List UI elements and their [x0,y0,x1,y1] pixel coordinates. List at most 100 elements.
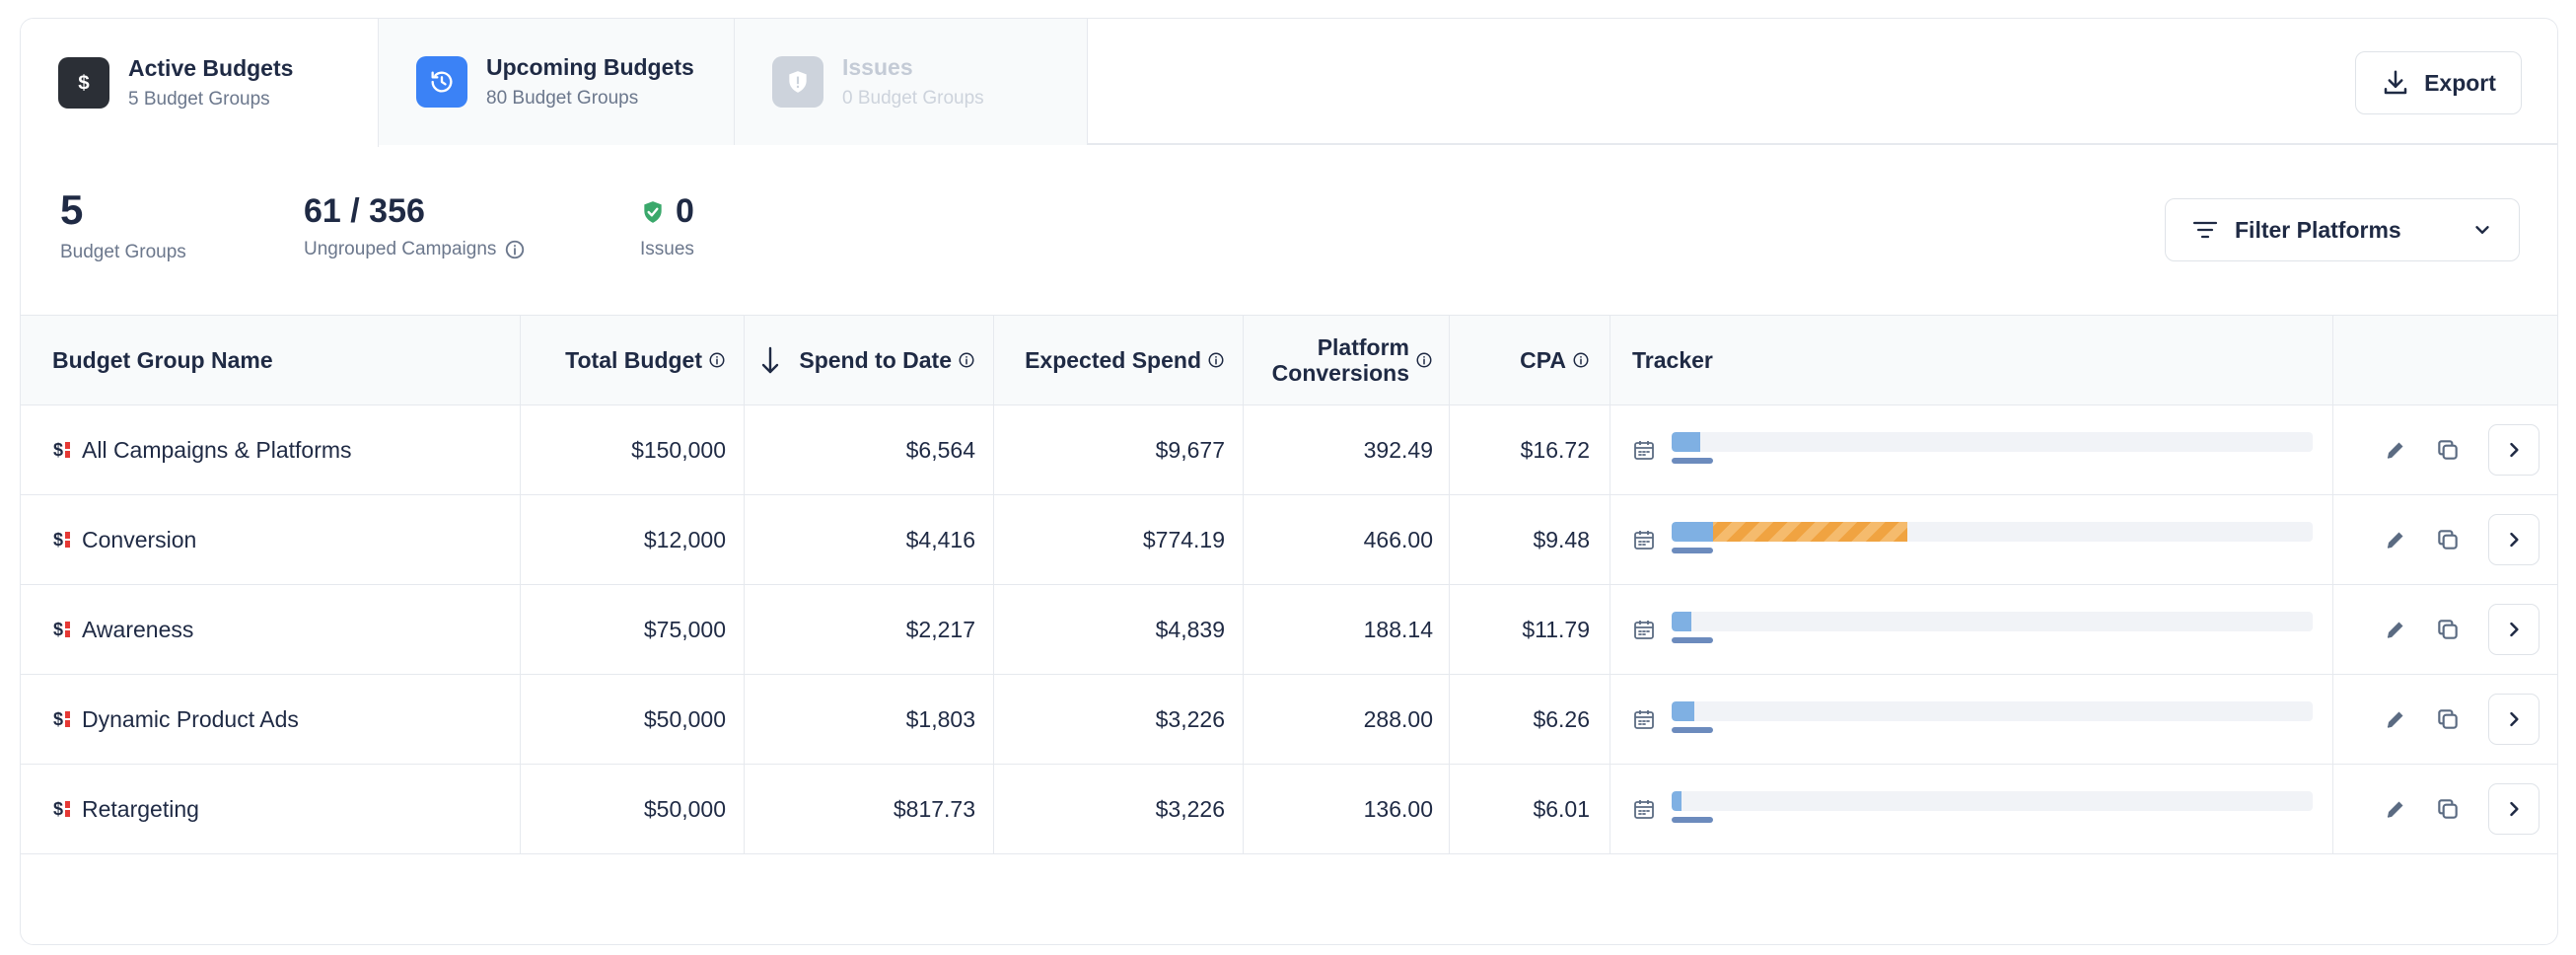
calendar-icon[interactable] [1632,618,1656,641]
budget-group-name[interactable]: Dynamic Product Ads [82,705,299,732]
tab-active-budgets[interactable]: $ Active Budgets 5 Budget Groups [21,19,379,147]
edit-pencil-icon[interactable] [2384,438,2407,462]
cell-platform-conversions: 288.00 [1244,675,1450,764]
tab-subtitle: 80 Budget Groups [486,88,639,109]
cell-expected-spend: $774.19 [994,495,1244,584]
shield-check-icon [644,200,662,223]
duplicate-icon[interactable] [2435,527,2461,552]
cell-tracker [1610,585,2333,674]
calendar-icon[interactable] [1632,528,1656,551]
tab-title: Active Budgets [128,55,294,81]
header-spend-to-date[interactable]: Spend to Date [745,316,994,404]
open-row-button[interactable] [2488,514,2540,565]
table-header: Budget Group Name Total Budget Spend to … [21,315,2557,405]
header-total-budget[interactable]: Total Budget [521,316,745,404]
budget-group-name[interactable]: Retargeting [82,795,199,822]
sort-arrow-down-icon[interactable] [759,345,781,375]
open-row-button[interactable] [2488,783,2540,835]
tracker-track [1672,612,2313,631]
shield-icon [772,56,823,108]
cell-actions [2333,495,2557,584]
chevron-right-icon [2510,801,2519,817]
filter-label: Filter Platforms [2235,216,2401,243]
stat-label: Issues [640,239,694,259]
header-label: Expected Spend [1025,346,1201,373]
info-icon[interactable] [504,239,526,260]
header-label-line2: Conversions [1271,360,1409,386]
budget-group-logo-icon: $ [52,529,74,551]
cell-spend-to-date: $6,564 [745,405,994,494]
edit-pencil-icon[interactable] [2384,707,2407,731]
dollar-icon: $ [58,57,109,109]
stat-ungrouped-campaigns: 61 / 356 Ungrouped Campaigns [304,192,526,260]
tracker-spend-fill [1672,791,1682,811]
calendar-icon[interactable] [1632,438,1656,462]
info-icon[interactable] [958,351,975,369]
open-row-button[interactable] [2488,604,2540,655]
tracker-pacing-marker [1672,637,1713,643]
info-icon[interactable] [708,351,726,369]
export-label: Export [2424,69,2496,96]
filter-platforms-dropdown[interactable]: Filter Platforms [2165,198,2520,261]
svg-text:$: $ [53,799,63,819]
tab-upcoming-budgets[interactable]: Upcoming Budgets 80 Budget Groups [379,19,735,145]
cell-actions [2333,405,2557,494]
info-icon[interactable] [1572,351,1590,369]
cell-platform-conversions: 466.00 [1244,495,1450,584]
duplicate-icon[interactable] [2435,617,2461,642]
cell-cpa: $6.26 [1450,675,1610,764]
edit-pencil-icon[interactable] [2384,528,2407,551]
budget-group-name[interactable]: Awareness [82,616,194,642]
table-row[interactable]: $ Awareness $75,000 $2,217 $4,839 188.14… [21,585,2557,675]
tracker-pacing-marker [1672,548,1713,553]
budget-group-name[interactable]: All Campaigns & Platforms [82,436,352,463]
budget-group-logo-icon: $ [52,619,74,640]
cell-cpa: $16.72 [1450,405,1610,494]
tab-subtitle: 5 Budget Groups [128,89,270,110]
cell-actions [2333,585,2557,674]
stat-label: Budget Groups [60,242,186,262]
info-icon[interactable] [1415,351,1433,369]
stat-label: Ungrouped Campaigns [304,239,497,259]
clock-history-icon [416,56,467,108]
cell-cpa: $6.01 [1450,765,1610,853]
calendar-icon[interactable] [1632,707,1656,731]
export-button[interactable]: Export [2355,51,2522,114]
edit-pencil-icon[interactable] [2384,797,2407,821]
chevron-right-icon [2510,532,2519,548]
duplicate-icon[interactable] [2435,706,2461,732]
header-name[interactable]: Budget Group Name [21,316,521,404]
tracker-bar [1672,701,2313,737]
cell-name: $ Dynamic Product Ads [21,675,521,764]
cell-total-budget: $150,000 [521,405,745,494]
cell-spend-to-date: $1,803 [745,675,994,764]
cell-total-budget: $75,000 [521,585,745,674]
cell-expected-spend: $3,226 [994,675,1244,764]
table-row[interactable]: $ All Campaigns & Platforms $150,000 $6,… [21,405,2557,495]
header-label-line1: Platform [1317,334,1409,360]
duplicate-icon[interactable] [2435,437,2461,463]
table-row[interactable]: $ Conversion $12,000 $4,416 $774.19 466.… [21,495,2557,585]
header-cpa[interactable]: CPA [1450,316,1610,404]
cell-total-budget: $50,000 [521,675,745,764]
open-row-button[interactable] [2488,694,2540,745]
cell-expected-spend: $4,839 [994,585,1244,674]
info-icon[interactable] [1207,351,1225,369]
svg-text:$: $ [53,530,63,550]
table-row[interactable]: $ Retargeting $50,000 $817.73 $3,226 136… [21,765,2557,854]
duplicate-icon[interactable] [2435,796,2461,822]
edit-pencil-icon[interactable] [2384,618,2407,641]
cell-tracker [1610,675,2333,764]
tracker-pacing-marker [1672,817,1713,823]
header-platform-conversions[interactable]: Platform Conversions [1244,316,1450,404]
table-row[interactable]: $ Dynamic Product Ads $50,000 $1,803 $3,… [21,675,2557,765]
calendar-icon[interactable] [1632,797,1656,821]
tab-issues[interactable]: Issues 0 Budget Groups [735,19,1088,145]
header-expected-spend[interactable]: Expected Spend [994,316,1244,404]
tracker-bar [1672,791,2313,827]
budget-group-name[interactable]: Conversion [82,526,197,552]
cell-spend-to-date: $4,416 [745,495,994,584]
open-row-button[interactable] [2488,424,2540,476]
tracker-spend-fill [1672,612,1691,631]
header-label: CPA [1520,346,1566,373]
